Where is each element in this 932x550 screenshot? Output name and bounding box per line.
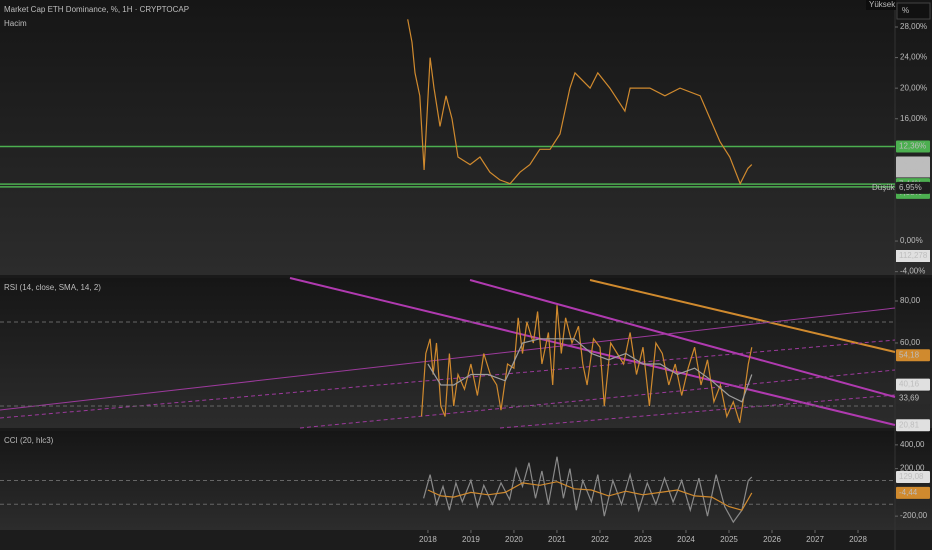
x-tick-label: 2022 [591,535,609,544]
marker-label-box [896,181,930,194]
x-tick-label: 2023 [634,535,652,544]
volume-label: 112,278 [899,251,928,260]
x-tick-label: 2019 [462,535,480,544]
y-tick-label: 20,00% [900,83,927,92]
marker-label-box [896,486,930,499]
y-tick-label: 200,00 [900,464,925,473]
y-tick-label: 16,00% [900,114,927,123]
x-tick-label: 2026 [763,535,781,544]
pane-title: RSI (14, close, SMA, 14, 2) [4,283,101,292]
y-tick-label: 80,00 [900,296,921,305]
trend-line [589,279,896,353]
marker-label: 6,95% [899,183,922,192]
trend-line [289,277,896,426]
marker-label: 10,28% [899,158,926,167]
marker-label-box [896,392,930,405]
marker-label: 33,69 [899,393,920,402]
countdown-box [896,167,930,178]
unit-box [896,2,931,20]
x-tick-label: 2018 [419,535,437,544]
trend-line [0,307,896,411]
marker-label-box [896,156,930,169]
series-line [423,456,753,524]
y-tick-label: 0,00% [900,236,923,245]
marker-label-box [896,378,930,391]
level-label-box [896,140,930,153]
x-tick-label: 2028 [849,535,867,544]
rsi-pane [0,278,932,428]
series-line [427,481,753,511]
marker-label: 129,08 [899,472,924,481]
y-tick-label: 60,00 [900,338,921,347]
marker-label-box [896,349,930,362]
trend-line [469,279,896,398]
level-label: 12,36% [899,142,926,151]
trend-line [299,369,896,429]
y-tick-label: 28,00% [900,22,927,31]
marker-label: 20,81 [899,420,920,429]
marker-label: -4,44 [899,488,918,497]
x-tick-label: 2024 [677,535,695,544]
high-box [866,0,896,10]
x-tick-label: 2020 [505,535,523,544]
trend-line [499,394,896,429]
marker-label-box [896,471,930,484]
high-label: Yüksek [869,0,896,9]
x-tick-label: 2021 [548,535,566,544]
countdown: 4d 21h [899,168,923,177]
low-label: Düşük [872,183,896,192]
pane-title: Market Cap ETH Dominance, %, 1H · CRYPTO… [4,5,189,14]
marker-label-box [896,419,930,432]
marker-label: 40,16 [899,380,920,389]
unit-label: % [902,6,909,15]
series-line [427,338,753,403]
y-tick-label: -200,00 [900,511,928,520]
y-tick-label: 400,00 [900,440,925,449]
y-tick-label: 24,00% [900,53,927,62]
volume-box [896,250,930,262]
x-tick-label: 2027 [806,535,824,544]
price-pane [0,0,932,275]
y-tick-label: -4,00% [900,267,925,276]
x-tick-label: 2025 [720,535,738,544]
series-line [420,305,753,423]
time-axis [0,530,932,550]
series-line [407,19,753,186]
marker-label: 54,18 [899,350,920,359]
pane-title: CCI (20, hlc3) [4,436,54,445]
pane-subtitle: Hacim [4,19,27,28]
